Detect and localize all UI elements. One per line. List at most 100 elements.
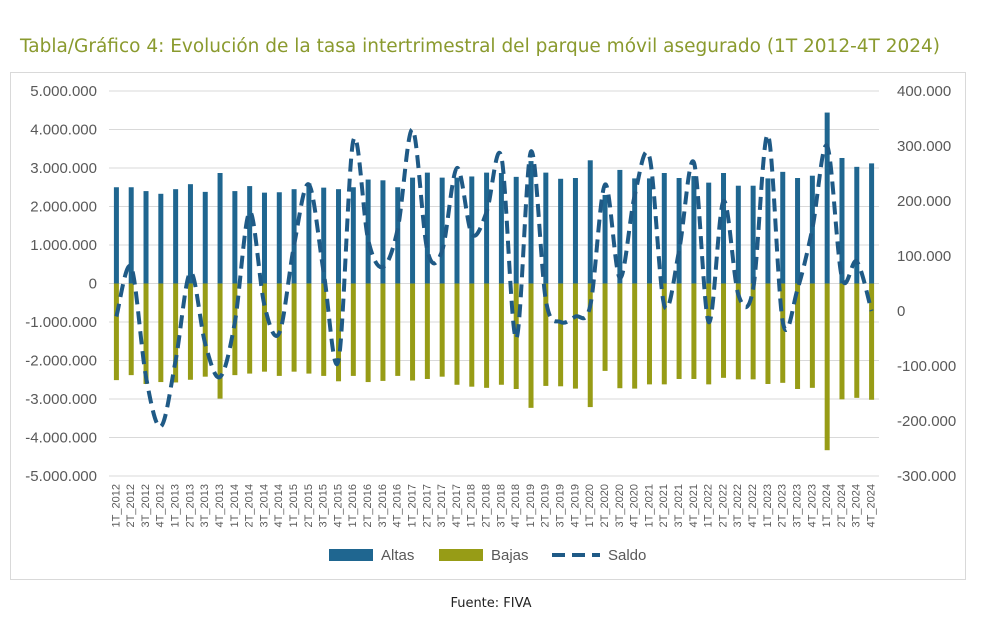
x-tick-label: 1T_2013 (170, 484, 182, 527)
bar-altas (691, 176, 697, 284)
bar-bajas (276, 283, 282, 376)
x-tick-label: 4T_2014 (273, 484, 285, 527)
x-tick-label: 1T_2023 (762, 484, 774, 527)
bar-altas (572, 178, 578, 284)
bar-bajas (513, 283, 519, 389)
bar-altas (143, 191, 149, 284)
bar-altas (187, 184, 193, 284)
bar-altas (173, 189, 179, 284)
y-left-tick-label: 3.000.000 (30, 160, 97, 177)
x-tick-label: 2T_2014 (244, 484, 256, 527)
bar-altas (795, 178, 801, 284)
bar-bajas (113, 283, 119, 381)
y-left-tick-label: -5.000.000 (25, 468, 97, 485)
x-tick-label: 3T_2022 (732, 484, 744, 527)
bar-altas (498, 173, 504, 284)
y-right-tick-label: 200.000 (897, 193, 951, 210)
x-tick-label: 3T_2012 (140, 484, 152, 527)
y-right-tick-label: -200.000 (897, 413, 956, 430)
y-right-tick-label: 100.000 (897, 248, 951, 265)
x-tick-label: 1T_2020 (584, 484, 596, 527)
bar-bajas (602, 283, 608, 371)
x-tick-label: 2T_2022 (717, 484, 729, 527)
x-tick-label: 4T_2013 (214, 484, 226, 527)
x-tick-label: 3T_2018 (495, 484, 507, 527)
x-tick-label: 2T_2016 (362, 484, 374, 527)
bar-bajas (247, 283, 253, 374)
bar-bajas (232, 283, 238, 376)
y-right-tick-label: 300.000 (897, 138, 951, 155)
y-left-tick-label: 2.000.000 (30, 199, 97, 216)
bar-bajas (365, 283, 371, 383)
bar-bajas (439, 283, 445, 377)
bar-altas (128, 187, 134, 284)
bar-bajas (410, 283, 416, 381)
y-left-tick-label: -3.000.000 (25, 391, 97, 408)
x-tick-label: 1T_2019 (525, 484, 537, 527)
bar-bajas (646, 283, 652, 385)
bar-altas (558, 178, 564, 284)
bar-altas (469, 176, 475, 284)
bar-bajas (765, 283, 771, 384)
combo-chart: 5.000.000 4.000.000 3.000.000 2.000.000 1.00… (25, 83, 956, 564)
x-tick-label: 4T_2021 (688, 484, 700, 527)
bar-bajas (158, 283, 164, 383)
x-tick-label: 3T_2017 (436, 484, 448, 527)
bar-bajas (721, 283, 727, 378)
bar-altas (261, 192, 267, 284)
bar-bajas (424, 283, 430, 379)
bar-altas (217, 173, 223, 284)
bar-bajas (691, 283, 697, 379)
x-tick-label: 3T_2013 (199, 484, 211, 527)
bar-altas (113, 187, 119, 284)
bar-altas (602, 194, 608, 284)
bar-altas (380, 180, 386, 284)
x-tick-label: 4T_2015 (332, 484, 344, 527)
x-tick-label: 2T_2015 (303, 484, 315, 527)
bar-altas (839, 157, 845, 284)
bar-altas (484, 172, 490, 284)
bar-altas (632, 178, 638, 284)
legend-label-saldo: Saldo (608, 547, 646, 564)
bar-bajas (809, 283, 815, 388)
x-tick-label: 2T_2012 (125, 484, 137, 527)
y-left-tick-label: -1.000.000 (25, 314, 97, 331)
bar-altas (513, 176, 519, 284)
bar-altas (721, 173, 727, 284)
y-right-tick-label: -300.000 (897, 468, 956, 485)
y-left-tick-label: 4.000.000 (30, 122, 97, 139)
bar-altas (350, 187, 356, 284)
legend-label-bajas: Bajas (491, 547, 529, 564)
bar-altas (439, 177, 445, 284)
x-tick-label: 1T_2017 (406, 484, 418, 527)
bar-bajas (143, 283, 149, 384)
x-tick-label: 4T_2019 (569, 484, 581, 527)
bar-bajas (350, 283, 356, 376)
x-tick-label: 3T_2015 (318, 484, 330, 527)
x-tick-label: 1T_2021 (643, 484, 655, 527)
chart-title: Tabla/Gráfico 4: Evolución de la tasa in… (20, 36, 941, 57)
x-tick-label: 2T_2018 (481, 484, 493, 527)
bar-bajas (676, 283, 682, 379)
x-tick-label: 3T_2014 (258, 484, 270, 527)
x-tick-label: 1T_2016 (347, 484, 359, 527)
bar-bajas (202, 283, 208, 377)
x-tick-label: 1T_2022 (703, 484, 715, 527)
bar-altas (780, 171, 786, 284)
x-tick-label: 2T_2023 (777, 484, 789, 527)
bar-altas (854, 166, 860, 284)
bar-altas (528, 161, 534, 284)
bar-altas (202, 191, 208, 284)
bar-bajas (750, 283, 756, 380)
bar-altas (276, 192, 282, 284)
x-tick-label: 3T_2023 (791, 484, 803, 527)
y-left-tick-label: 5.000.000 (30, 83, 97, 100)
bar-bajas (528, 283, 534, 408)
x-tick-label: 4T_2022 (747, 484, 759, 527)
legend-swatch-bajas (439, 549, 483, 561)
bar-bajas (869, 283, 875, 400)
bar-altas (735, 185, 741, 284)
bar-altas (306, 183, 312, 284)
x-tick-label: 3T_2024 (851, 484, 863, 527)
x-tick-label: 2T_2013 (184, 484, 196, 527)
